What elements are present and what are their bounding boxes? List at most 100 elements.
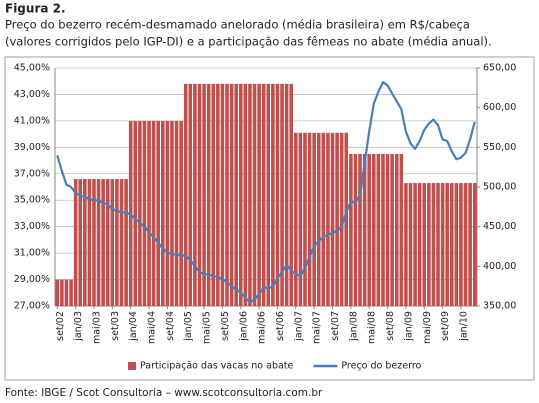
bar bbox=[69, 279, 73, 306]
x-tick-label: set/03 bbox=[110, 311, 121, 341]
x-tick-label: mai/04 bbox=[147, 311, 158, 344]
bar bbox=[124, 179, 128, 306]
bar bbox=[468, 183, 472, 306]
bar bbox=[133, 120, 138, 306]
y2-tick-label: 450,00 bbox=[483, 221, 516, 232]
bar bbox=[349, 153, 353, 306]
bar bbox=[128, 120, 133, 306]
bar bbox=[408, 183, 413, 306]
bar bbox=[101, 179, 105, 306]
x-tick-label: jan/07 bbox=[293, 311, 304, 342]
y2-tick-label: 400,00 bbox=[483, 261, 516, 272]
bar bbox=[303, 132, 307, 306]
x-tick-label: mai/08 bbox=[367, 311, 378, 344]
legend-label: Participação das vacas no abate bbox=[140, 361, 294, 372]
x-tick-label: jan/04 bbox=[128, 311, 139, 342]
bar bbox=[216, 83, 220, 306]
y-tick-label: 27,00% bbox=[14, 301, 50, 312]
bar bbox=[110, 179, 115, 306]
chart-subtitle: (valores corrigidos pelo IGP-DI) e a par… bbox=[5, 35, 492, 49]
bar bbox=[275, 83, 280, 306]
bar bbox=[257, 83, 261, 306]
bar bbox=[294, 132, 298, 306]
bar bbox=[165, 120, 170, 306]
x-tick-label: set/07 bbox=[330, 311, 341, 341]
bar bbox=[243, 83, 248, 306]
bar bbox=[183, 83, 188, 306]
bar bbox=[73, 179, 78, 306]
x-tick-label: set/04 bbox=[165, 311, 176, 341]
bar bbox=[381, 153, 385, 306]
y2-tick-label: 650,00 bbox=[483, 63, 516, 74]
bar bbox=[449, 183, 454, 306]
x-tick-label: jan/06 bbox=[238, 311, 249, 342]
bar bbox=[321, 132, 326, 306]
line bbox=[56, 81, 476, 304]
bar bbox=[229, 83, 234, 306]
y2-tick-label: 550,00 bbox=[483, 142, 516, 153]
x-tick-label: set/02 bbox=[55, 311, 66, 341]
bar bbox=[459, 183, 463, 306]
bar bbox=[138, 120, 142, 306]
bar bbox=[211, 83, 216, 306]
bar bbox=[161, 120, 165, 306]
bar bbox=[83, 179, 87, 306]
bar bbox=[156, 120, 160, 306]
y2-tick-label: 350,00 bbox=[483, 301, 516, 312]
bar bbox=[60, 279, 64, 306]
bar bbox=[463, 183, 468, 306]
chart-frame bbox=[4, 56, 535, 381]
bar bbox=[326, 132, 330, 306]
legend-swatch bbox=[128, 362, 136, 370]
x-tick-label: jan/05 bbox=[183, 311, 194, 342]
bar bbox=[330, 132, 335, 306]
bar bbox=[238, 83, 243, 306]
y-tick-label: 35,00% bbox=[14, 195, 50, 206]
bar bbox=[284, 83, 289, 306]
bar bbox=[404, 183, 408, 306]
bar bbox=[436, 183, 440, 306]
y-tick-label: 39,00% bbox=[14, 142, 50, 153]
bar bbox=[399, 153, 404, 306]
bar bbox=[202, 83, 206, 306]
chart-subtitle: Preço do bezerro recém-desmamado anelora… bbox=[5, 18, 470, 32]
bar bbox=[372, 153, 376, 306]
bar bbox=[151, 120, 156, 306]
y-tick-label: 31,00% bbox=[14, 248, 50, 259]
bar bbox=[472, 183, 477, 306]
bar bbox=[362, 153, 367, 306]
bar bbox=[119, 179, 124, 306]
bar bbox=[312, 132, 316, 306]
y-tick-label: 41,00% bbox=[14, 115, 50, 126]
x-tick-label: jan/10 bbox=[458, 311, 469, 342]
bar bbox=[298, 132, 303, 306]
x-tick-label: mai/05 bbox=[202, 311, 213, 344]
bar bbox=[289, 83, 294, 306]
bar bbox=[271, 83, 275, 306]
x-tick-label: mai/06 bbox=[257, 311, 268, 344]
bar bbox=[431, 183, 436, 306]
bar bbox=[64, 279, 69, 306]
x-tick-label: jan/03 bbox=[73, 311, 84, 342]
y-tick-label: 45,00% bbox=[14, 63, 50, 74]
x-tick-label: mai/09 bbox=[422, 311, 433, 344]
y-tick-label: 29,00% bbox=[14, 274, 50, 285]
bar bbox=[78, 179, 83, 306]
y-tick-label: 43,00% bbox=[14, 89, 50, 100]
bar bbox=[413, 183, 417, 306]
bar bbox=[427, 183, 431, 306]
x-tick-label: jan/08 bbox=[348, 311, 359, 342]
bar bbox=[307, 132, 312, 306]
bar bbox=[206, 83, 211, 306]
legend-label: Preço do bezerro bbox=[341, 361, 421, 372]
x-tick-label: mai/07 bbox=[312, 311, 323, 344]
bar bbox=[454, 183, 459, 306]
x-tick-label: jan/09 bbox=[403, 311, 414, 342]
bar bbox=[417, 183, 422, 306]
y2-tick-label: 600,00 bbox=[483, 102, 516, 113]
bar bbox=[87, 179, 92, 306]
bar bbox=[358, 153, 362, 306]
bar bbox=[390, 153, 394, 306]
x-tick-label: set/09 bbox=[440, 311, 451, 341]
